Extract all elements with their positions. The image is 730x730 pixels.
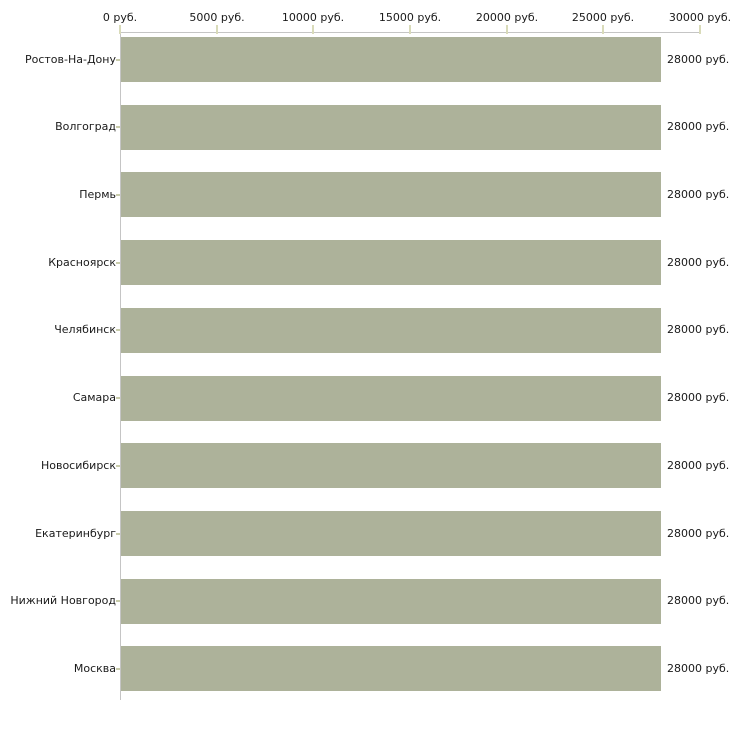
category-label: Новосибирск xyxy=(40,459,116,472)
value-label: 28000 руб. xyxy=(667,188,730,201)
bar xyxy=(121,443,661,488)
category-label: Пермь xyxy=(79,188,116,201)
category-label: Ростов-На-Дону xyxy=(24,53,116,66)
category-tick-mark xyxy=(116,262,120,264)
category-label: Екатеринбург xyxy=(35,527,116,540)
bar xyxy=(121,646,661,691)
x-axis-tick-label: 20000 руб. xyxy=(475,11,539,24)
x-axis-tick-mark xyxy=(506,25,508,34)
bar xyxy=(121,579,661,624)
category-tick-mark xyxy=(116,59,120,61)
value-label: 28000 руб. xyxy=(667,662,730,675)
value-label: 28000 руб. xyxy=(667,120,730,133)
x-axis-tick-mark xyxy=(602,25,604,34)
value-label: 28000 руб. xyxy=(667,594,730,607)
value-label: 28000 руб. xyxy=(667,391,730,404)
bar xyxy=(121,172,661,217)
value-label: 28000 руб. xyxy=(667,53,730,66)
bar xyxy=(121,105,661,150)
category-label: Москва xyxy=(73,662,116,675)
value-label: 28000 руб. xyxy=(667,256,730,269)
bar xyxy=(121,308,661,353)
x-axis-tick-label: 15000 руб. xyxy=(378,11,442,24)
x-axis-tick-label: 0 руб. xyxy=(102,11,138,24)
x-axis-tick-mark xyxy=(409,25,411,34)
x-axis-tick-label: 10000 руб. xyxy=(281,11,345,24)
x-axis-tick-label: 5000 руб. xyxy=(189,11,245,24)
category-tick-mark xyxy=(116,533,120,535)
category-tick-mark xyxy=(116,668,120,670)
bar xyxy=(121,511,661,556)
x-axis-tick-label: 30000 руб. xyxy=(668,11,730,24)
y-axis-line xyxy=(120,32,121,700)
x-axis-tick-label: 25000 руб. xyxy=(571,11,635,24)
value-label: 28000 руб. xyxy=(667,527,730,540)
x-axis-tick-mark xyxy=(699,25,701,34)
category-label: Челябинск xyxy=(54,323,116,336)
category-label: Нижний Новгород xyxy=(10,594,116,607)
x-axis-tick-mark xyxy=(312,25,314,34)
category-tick-mark xyxy=(116,126,120,128)
x-axis-tick-mark xyxy=(216,25,218,34)
category-tick-mark xyxy=(116,465,120,467)
category-tick-mark xyxy=(116,194,120,196)
bar xyxy=(121,37,661,82)
value-label: 28000 руб. xyxy=(667,459,730,472)
category-tick-mark xyxy=(116,329,120,331)
value-label: 28000 руб. xyxy=(667,323,730,336)
category-tick-mark xyxy=(116,600,120,602)
category-label: Волгоград xyxy=(55,120,116,133)
category-tick-mark xyxy=(116,397,120,399)
category-label: Красноярск xyxy=(48,256,116,269)
category-label: Самара xyxy=(72,391,116,404)
bar xyxy=(121,240,661,285)
x-axis-tick-mark xyxy=(119,25,121,34)
bar xyxy=(121,376,661,421)
